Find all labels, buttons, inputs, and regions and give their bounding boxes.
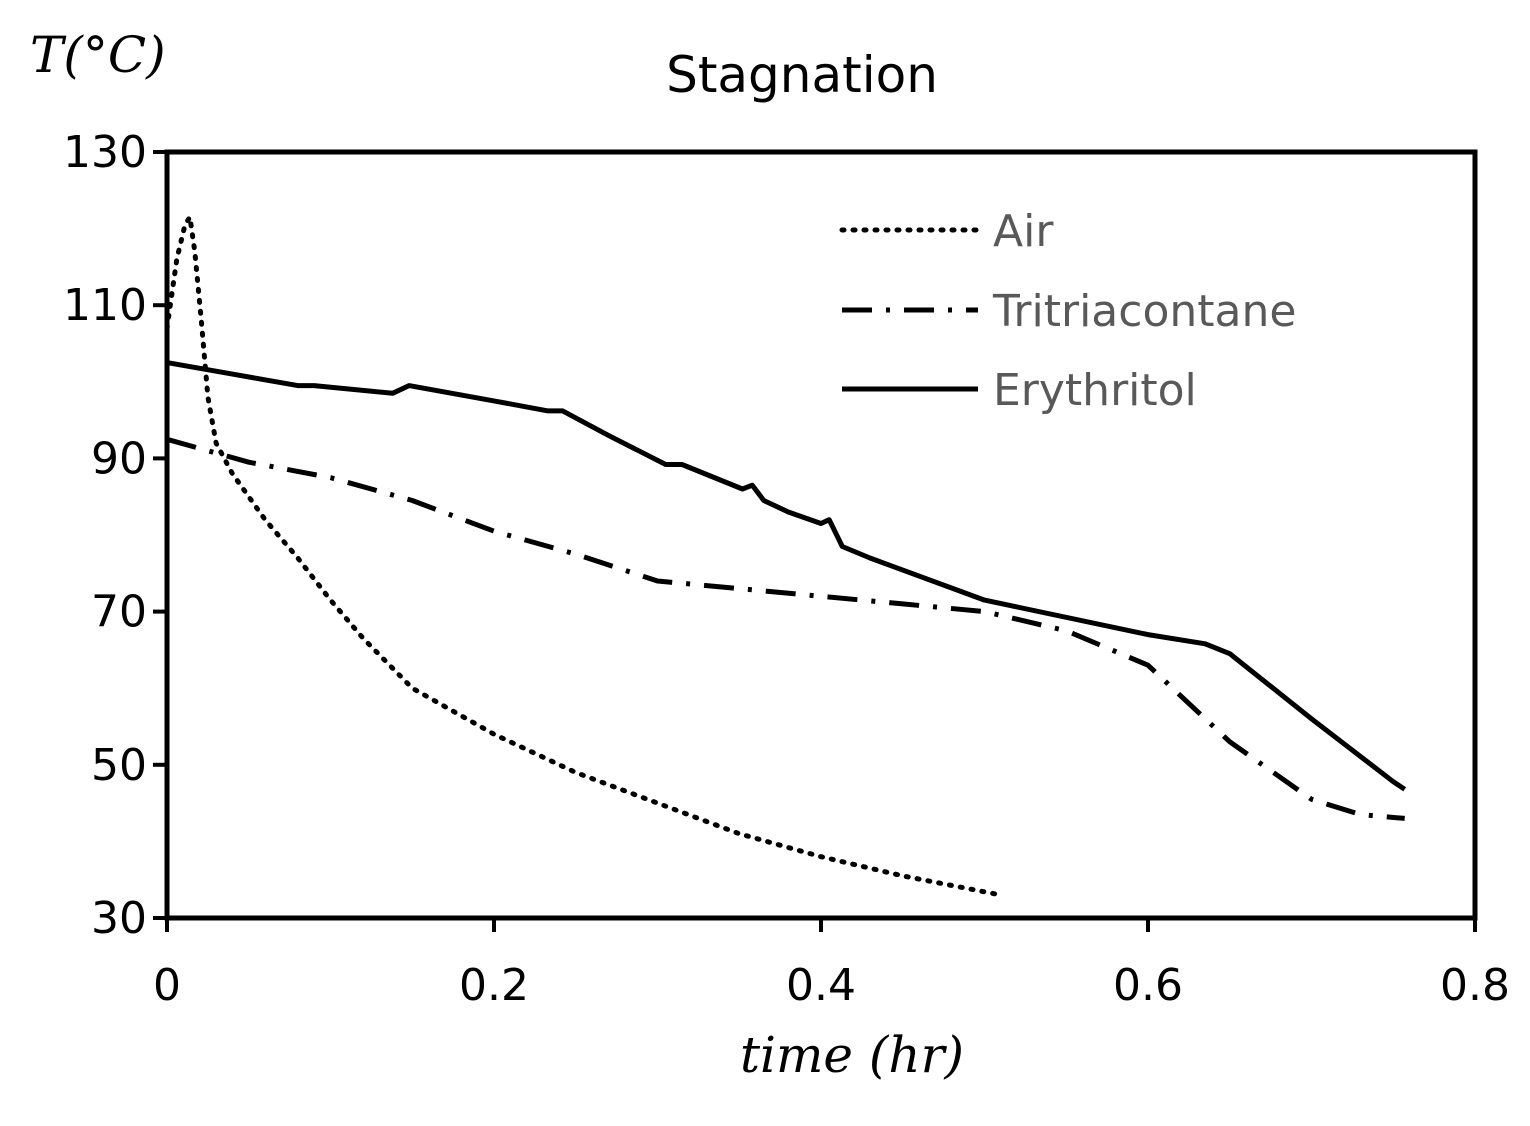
y-tick-label: 110: [63, 280, 147, 331]
plot-area-frame: [164, 149, 1478, 921]
chart-title: Stagnation: [666, 46, 938, 104]
y-axis: 30 50 70 90 110 130: [63, 127, 167, 944]
legend-label-tritriacontane: Tritriacontane: [992, 286, 1296, 337]
legend-label-air: Air: [993, 206, 1054, 257]
x-axis: 0 0.2 0.4 0.6 0.8: [153, 918, 1510, 1011]
x-axis-title: time (hr): [740, 1026, 964, 1084]
x-tick-label: 0.8: [1440, 960, 1510, 1011]
x-tick-label: 0.2: [459, 960, 529, 1011]
x-tick-label: 0.4: [786, 960, 856, 1011]
legend: Air Tritriacontane Erythritol: [839, 206, 1296, 416]
series-layer: [164, 214, 1407, 898]
x-tick-label: 0.6: [1113, 960, 1183, 1011]
y-axis-title: T(°C): [30, 26, 166, 84]
series-line-air: [164, 214, 1004, 898]
legend-label-erythritol: Erythritol: [993, 365, 1197, 416]
y-tick-label: 90: [91, 433, 147, 484]
y-tick-label: 130: [63, 127, 147, 178]
x-tick-label: 0: [153, 960, 181, 1011]
y-tick-label: 30: [91, 893, 147, 944]
y-tick-label: 70: [91, 587, 147, 638]
y-tick-label: 50: [91, 740, 147, 791]
series-line-erythritol: [166, 360, 1407, 792]
